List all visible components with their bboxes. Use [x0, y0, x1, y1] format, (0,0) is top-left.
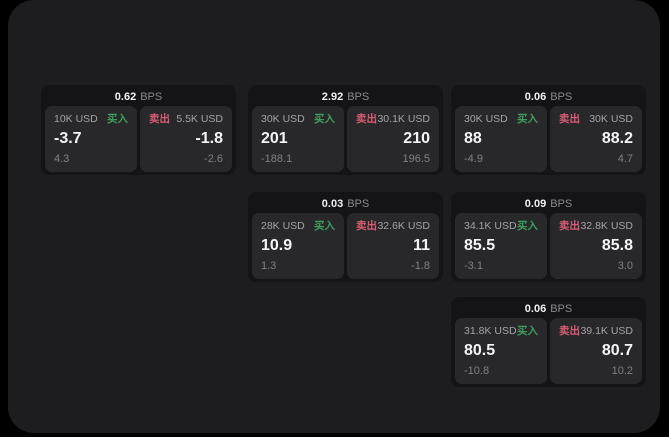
- sell-label: 卖出: [559, 325, 580, 337]
- buy-amount: 31.8K USD: [464, 325, 517, 337]
- buy-delta: 4.3: [54, 153, 70, 165]
- buy-amount: 30K USD: [464, 113, 508, 125]
- sell-delta: -2.6: [204, 153, 223, 165]
- bps-value: 0.09: [524, 197, 547, 210]
- buy-price: 80.5: [464, 342, 496, 360]
- bps-value: 0.06: [524, 302, 547, 315]
- sell-price: 88.2: [601, 130, 633, 148]
- sell-panel[interactable]: 卖出 32.8K USD 85.8 3.0: [550, 213, 642, 279]
- quote-sides: 31.8K USD 买入 80.5 -10.8 卖出 39.1K USD 80.…: [451, 318, 646, 384]
- quote-card: 0.09 BPS 34.1K USD 买入 85.5 -3.1 卖出 32.8K…: [451, 192, 646, 282]
- card-header: 0.06 BPS: [451, 85, 646, 106]
- bps-unit-label: BPS: [140, 90, 163, 103]
- quote-card: 0.06 BPS 30K USD 买入 88 -4.9 卖出 30K USD: [451, 85, 646, 175]
- buy-panel[interactable]: 30K USD 买入 201 -188.1: [252, 106, 344, 172]
- buy-panel[interactable]: 31.8K USD 买入 80.5 -10.8: [455, 318, 547, 384]
- sell-delta: 196.5: [402, 153, 430, 165]
- buy-label: 买入: [314, 113, 335, 125]
- bps-unit-label: BPS: [550, 197, 573, 210]
- buy-price: 10.9: [261, 237, 293, 255]
- buy-amount: 30K USD: [261, 113, 305, 125]
- sell-price: 210: [403, 130, 430, 148]
- buy-price: 88: [464, 130, 482, 148]
- sell-delta: 3.0: [617, 260, 633, 272]
- sell-label: 卖出: [356, 113, 377, 125]
- buy-amount: 34.1K USD: [464, 220, 517, 232]
- quote-sides: 30K USD 买入 201 -188.1 卖出 30.1K USD 210 1…: [248, 106, 443, 172]
- sell-amount: 5.5K USD: [176, 113, 223, 125]
- buy-price: 85.5: [464, 237, 496, 255]
- sell-price: 85.8: [601, 237, 633, 255]
- buy-label: 买入: [107, 113, 128, 125]
- buy-label: 买入: [314, 220, 335, 232]
- sell-panel[interactable]: 卖出 39.1K USD 80.7 10.2: [550, 318, 642, 384]
- bps-unit-label: BPS: [550, 302, 573, 315]
- sell-label: 卖出: [559, 220, 580, 232]
- buy-label: 买入: [517, 113, 538, 125]
- buy-price: 201: [261, 130, 288, 148]
- bps-value: 2.92: [321, 90, 344, 103]
- sell-amount: 32.6K USD: [377, 220, 430, 232]
- buy-delta: -10.8: [464, 365, 490, 377]
- sell-price: 80.7: [601, 342, 633, 360]
- quote-sides: 34.1K USD 买入 85.5 -3.1 卖出 32.8K USD 85.8…: [451, 213, 646, 279]
- quote-card: 2.92 BPS 30K USD 买入 201 -188.1 卖出 30.1K …: [248, 85, 443, 175]
- bps-unit-label: BPS: [347, 197, 370, 210]
- sell-delta: 4.7: [617, 153, 633, 165]
- quote-sides: 30K USD 买入 88 -4.9 卖出 30K USD 88.2 4.7: [451, 106, 646, 172]
- sell-amount: 30K USD: [589, 113, 633, 125]
- sell-label: 卖出: [149, 113, 170, 125]
- sell-amount: 32.8K USD: [580, 220, 633, 232]
- quote-sides: 28K USD 买入 10.9 1.3 卖出 32.6K USD 11 -1.8: [248, 213, 443, 279]
- sell-price: -1.8: [195, 130, 223, 148]
- sell-panel[interactable]: 卖出 5.5K USD -1.8 -2.6: [140, 106, 232, 172]
- buy-label: 买入: [517, 220, 538, 232]
- quote-sides: 10K USD 买入 -3.7 4.3 卖出 5.5K USD -1.8 -2.…: [41, 106, 236, 172]
- buy-panel[interactable]: 34.1K USD 买入 85.5 -3.1: [455, 213, 547, 279]
- quote-card: 0.06 BPS 31.8K USD 买入 80.5 -10.8 卖出 39.1…: [451, 297, 646, 387]
- sell-panel[interactable]: 卖出 30K USD 88.2 4.7: [550, 106, 642, 172]
- sell-amount: 39.1K USD: [580, 325, 633, 337]
- quote-card: 0.03 BPS 28K USD 买入 10.9 1.3 卖出 32.6K US…: [248, 192, 443, 282]
- buy-panel[interactable]: 28K USD 买入 10.9 1.3: [252, 213, 344, 279]
- buy-panel[interactable]: 30K USD 买入 88 -4.9: [455, 106, 547, 172]
- buy-delta: 1.3: [261, 260, 277, 272]
- buy-delta: -188.1: [261, 153, 293, 165]
- sell-delta: 10.2: [611, 365, 633, 377]
- sell-price: 11: [413, 237, 430, 255]
- bps-unit-label: BPS: [347, 90, 370, 103]
- card-header: 0.62 BPS: [41, 85, 236, 106]
- buy-price: -3.7: [54, 130, 82, 148]
- card-header: 0.03 BPS: [248, 192, 443, 213]
- sell-panel[interactable]: 卖出 30.1K USD 210 196.5: [347, 106, 439, 172]
- buy-delta: -4.9: [464, 153, 483, 165]
- sell-label: 卖出: [559, 113, 580, 125]
- buy-label: 买入: [517, 325, 538, 337]
- buy-delta: -3.1: [464, 260, 483, 272]
- bps-value: 0.06: [524, 90, 547, 103]
- card-header: 0.09 BPS: [451, 192, 646, 213]
- bps-unit-label: BPS: [550, 90, 573, 103]
- sell-panel[interactable]: 卖出 32.6K USD 11 -1.8: [347, 213, 439, 279]
- bps-value: 0.62: [114, 90, 137, 103]
- bps-value: 0.03: [321, 197, 344, 210]
- buy-amount: 10K USD: [54, 113, 98, 125]
- quotes-panel-surface: 0.62 BPS 10K USD 买入 -3.7 4.3 卖出 5.5K USD: [8, 0, 660, 433]
- buy-panel[interactable]: 10K USD 买入 -3.7 4.3: [45, 106, 137, 172]
- sell-label: 卖出: [356, 220, 377, 232]
- card-header: 2.92 BPS: [248, 85, 443, 106]
- card-header: 0.06 BPS: [451, 297, 646, 318]
- quote-card: 0.62 BPS 10K USD 买入 -3.7 4.3 卖出 5.5K USD: [41, 85, 236, 175]
- sell-delta: -1.8: [411, 260, 430, 272]
- sell-amount: 30.1K USD: [377, 113, 430, 125]
- buy-amount: 28K USD: [261, 220, 305, 232]
